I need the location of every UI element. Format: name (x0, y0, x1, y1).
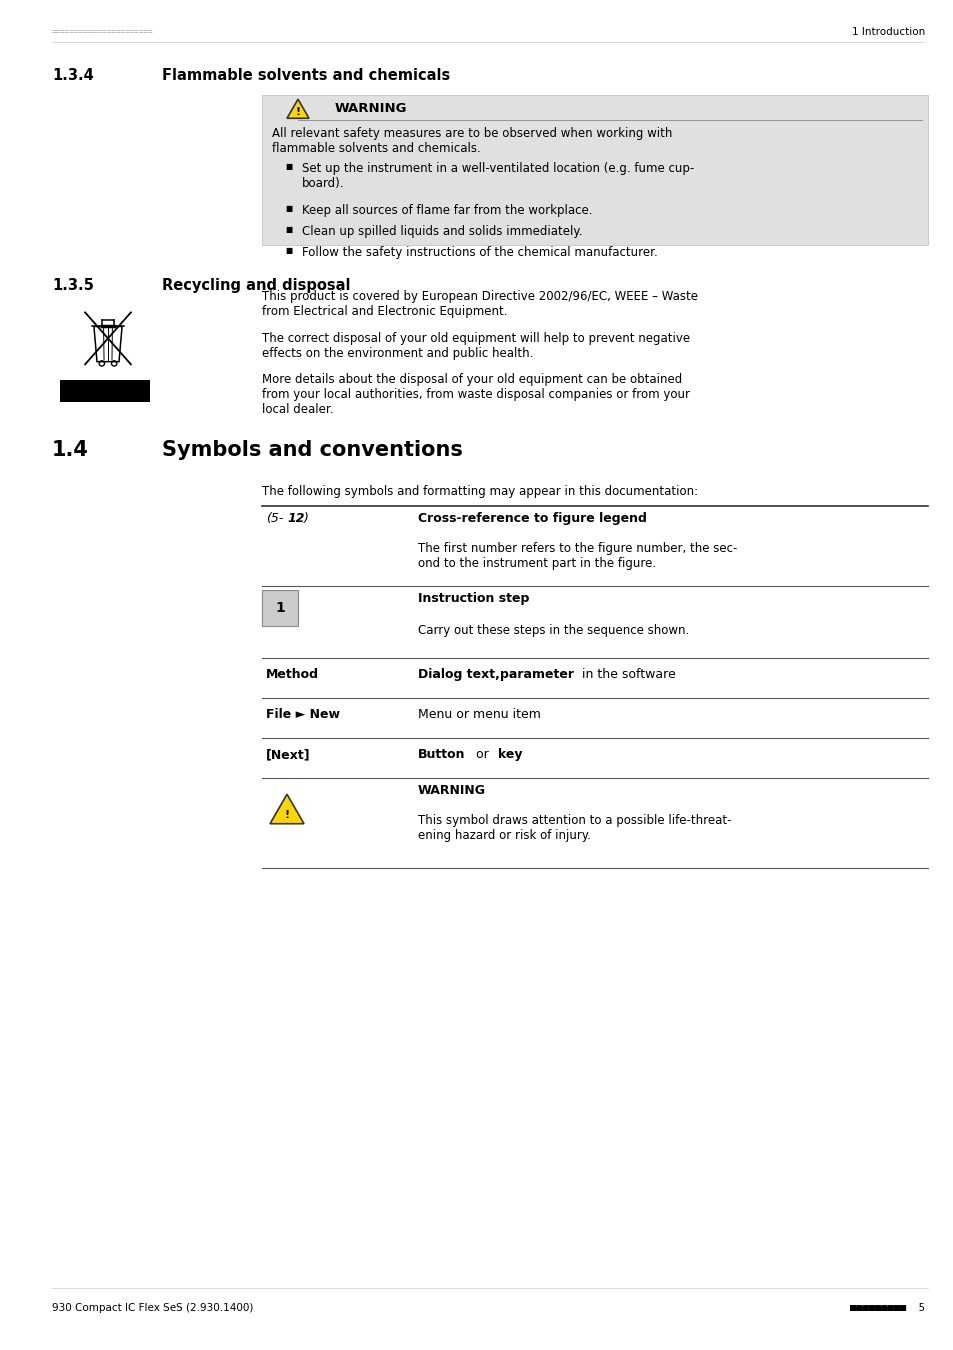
Text: This product is covered by European Directive 2002/96/EC, WEEE – Waste
from Elec: This product is covered by European Dire… (262, 290, 698, 319)
Text: More details about the disposal of your old equipment can be obtained
from your : More details about the disposal of your … (262, 373, 689, 416)
Text: Flammable solvents and chemicals: Flammable solvents and chemicals (162, 68, 450, 82)
Text: ■■■■■■■■■  5: ■■■■■■■■■ 5 (849, 1303, 924, 1314)
Text: All relevant safety measures are to be observed when working with
flammable solv: All relevant safety measures are to be o… (272, 127, 672, 155)
Text: This symbol draws attention to a possible life-threat-
ening hazard or risk of i: This symbol draws attention to a possibl… (417, 814, 731, 842)
Text: [Next]: [Next] (266, 748, 311, 761)
FancyBboxPatch shape (262, 95, 927, 244)
Text: The correct disposal of your old equipment will help to prevent negative
effects: The correct disposal of your old equipme… (262, 332, 689, 360)
Text: ■: ■ (285, 225, 292, 234)
Text: Method: Method (266, 668, 318, 680)
Text: (5-: (5- (266, 512, 283, 525)
Text: 1 Introduction: 1 Introduction (851, 27, 924, 36)
Text: !: ! (284, 810, 290, 819)
Text: ■: ■ (285, 162, 292, 171)
Text: or: or (472, 748, 493, 761)
Text: Cross-reference to figure legend: Cross-reference to figure legend (417, 512, 646, 525)
Text: parameter: parameter (499, 668, 574, 680)
Text: Follow the safety instructions of the chemical manufacturer.: Follow the safety instructions of the ch… (302, 246, 657, 259)
Text: ■: ■ (285, 204, 292, 213)
Text: 1.4: 1.4 (52, 440, 89, 460)
Text: Keep all sources of flame far from the workplace.: Keep all sources of flame far from the w… (302, 204, 592, 217)
Text: 1.3.5: 1.3.5 (52, 278, 93, 293)
Text: !: ! (295, 108, 300, 117)
Text: 12: 12 (287, 512, 304, 525)
Text: The following symbols and formatting may appear in this documentation:: The following symbols and formatting may… (262, 485, 698, 498)
Polygon shape (270, 794, 304, 824)
Text: WARNING: WARNING (335, 103, 407, 115)
Text: in the software: in the software (578, 668, 675, 680)
Text: 1: 1 (274, 601, 285, 616)
Text: Menu or menu item: Menu or menu item (417, 707, 540, 721)
Text: Clean up spilled liquids and solids immediately.: Clean up spilled liquids and solids imme… (302, 225, 582, 238)
FancyBboxPatch shape (60, 379, 150, 402)
FancyBboxPatch shape (262, 590, 297, 626)
Text: Symbols and conventions: Symbols and conventions (162, 440, 462, 460)
Text: 1.3.4: 1.3.4 (52, 68, 93, 82)
Text: Recycling and disposal: Recycling and disposal (162, 278, 350, 293)
Text: Carry out these steps in the sequence shown.: Carry out these steps in the sequence sh… (417, 624, 688, 637)
Text: Dialog text,: Dialog text, (417, 668, 504, 680)
Text: Instruction step: Instruction step (417, 593, 529, 605)
Text: key: key (497, 748, 522, 761)
Text: Button: Button (417, 748, 465, 761)
Polygon shape (287, 100, 309, 119)
Text: ■: ■ (285, 246, 292, 255)
Text: The first number refers to the figure number, the sec-
ond to the instrument par: The first number refers to the figure nu… (417, 541, 737, 570)
Text: Set up the instrument in a well-ventilated location (e.g. fume cup-
board).: Set up the instrument in a well-ventilat… (302, 162, 694, 190)
Text: WARNING: WARNING (417, 784, 485, 796)
Text: ======================: ====================== (52, 27, 153, 36)
Text: 930 Compact IC Flex SeS (2.930.1400): 930 Compact IC Flex SeS (2.930.1400) (52, 1303, 253, 1314)
Text: File ► New: File ► New (266, 707, 339, 721)
Text: ): ) (304, 512, 309, 525)
